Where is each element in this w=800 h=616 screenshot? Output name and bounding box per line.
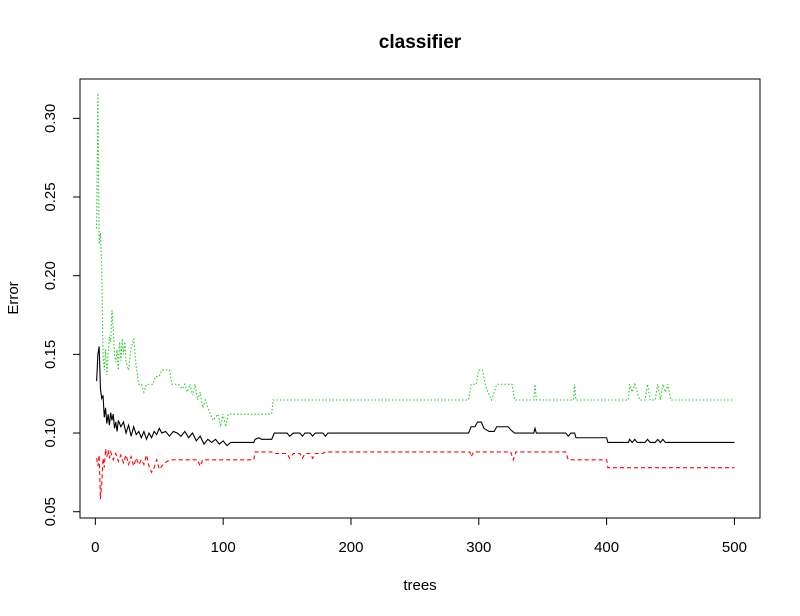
x-tick-label: 0 — [91, 539, 99, 556]
y-axis-label: Error — [5, 281, 22, 314]
y-tick-label: 0.05 — [42, 497, 59, 526]
y-tick-label: 0.30 — [42, 104, 59, 133]
series-line-2 — [96, 448, 735, 500]
y-tick-label: 0.15 — [42, 340, 59, 369]
y-tick-label: 0.25 — [42, 182, 59, 211]
chart-title: classifier — [379, 32, 462, 53]
x-tick-label: 500 — [722, 539, 747, 556]
x-tick-label: 400 — [594, 539, 619, 556]
x-tick-label: 300 — [466, 539, 491, 556]
y-tick-label: 0.10 — [42, 418, 59, 447]
x-tick-label: 100 — [211, 539, 236, 556]
y-tick-label: 0.20 — [42, 261, 59, 290]
series-line-3 — [96, 93, 735, 427]
y-axis: 0.05 0.10 0.15 0.20 0.25 0.30 — [42, 104, 81, 526]
series-line-1 — [96, 346, 735, 447]
series-layer — [96, 93, 735, 500]
x-axis-label: trees — [403, 577, 436, 594]
x-axis: 0 100 200 300 400 500 — [91, 517, 747, 556]
x-tick-label: 200 — [338, 539, 363, 556]
